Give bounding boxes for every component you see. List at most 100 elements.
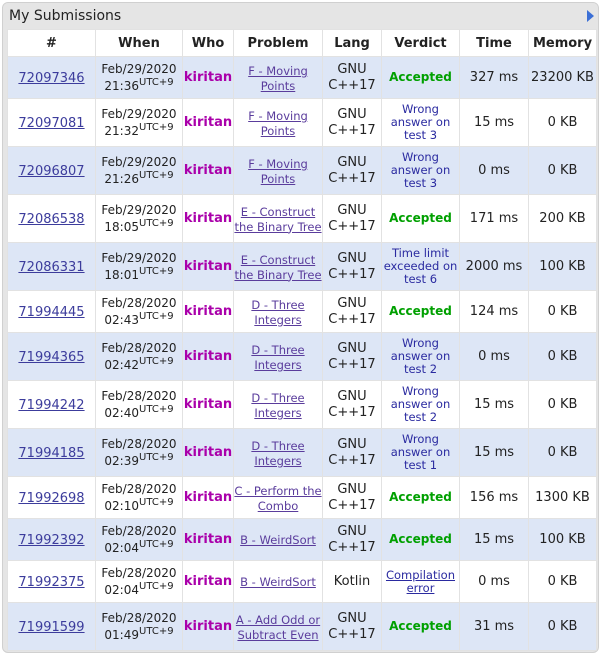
author-handle[interactable]: kiritan [183,70,233,85]
verdict-cell: Compilation error [381,560,460,603]
submission-id-link[interactable]: 71994242 [18,397,85,413]
author-handle[interactable]: kiritan [183,574,233,589]
author-handle[interactable]: kiritan [183,211,233,226]
panel-title: My Submissions [9,8,122,24]
runtime-cell: 327 ms [459,56,529,99]
who-cell: kiritan [182,290,234,333]
submission-id-link[interactable]: 72086331 [18,259,85,275]
timezone-label: UTC+9 [139,265,174,277]
runtime-cell: 0 ms [459,560,529,603]
submission-date: Feb/29/2020 [101,61,177,76]
timezone-label: UTC+9 [139,451,174,463]
timezone-label: UTC+9 [139,625,174,637]
author-handle[interactable]: kiritan [183,397,233,412]
author-handle[interactable]: kiritan [183,532,233,547]
problem-link[interactable]: B - WeirdSort [240,575,316,589]
language-cell: GNU C++17 [322,194,382,243]
submission-id-link[interactable]: 71994185 [18,445,85,461]
verdict-text: Wrong answer on test 2 [390,336,451,376]
col-header-when[interactable]: When [95,29,183,57]
submission-date: Feb/29/2020 [101,202,177,217]
when-cell: Feb/29/2020 21:26UTC+9 [95,146,183,195]
submission-id-link[interactable]: 72097081 [18,115,85,131]
when-cell: Feb/28/2020 02:10UTC+9 [95,476,183,519]
submission-id-cell: 71994242 [7,380,96,429]
problem-cell: F - Moving Points [233,146,323,195]
verdict-text: Wrong answer on test 1 [390,432,451,472]
problem-cell: B - WeirdSort [233,560,323,603]
author-handle[interactable]: kiritan [183,349,233,364]
verdict-cell: Wrong answer on test 1 [381,428,460,477]
runtime-cell: 15 ms [459,380,529,429]
problem-link[interactable]: F - Moving Points [248,108,308,138]
author-handle[interactable]: kiritan [183,115,233,130]
author-handle[interactable]: kiritan [183,163,233,178]
language-cell: GNU C++17 [322,332,382,381]
problem-link[interactable]: D - Three Integers [251,390,305,420]
verdict-text: Accepted [389,490,452,504]
col-header-problem[interactable]: Problem [233,29,323,57]
submission-id-link[interactable]: 71991599 [18,619,85,635]
submission-id-link[interactable]: 72097346 [18,70,85,86]
col-header-memory[interactable]: Memory [528,29,597,57]
timezone-label: UTC+9 [139,121,174,133]
author-handle[interactable]: kiritan [183,445,233,460]
author-handle[interactable]: kiritan [183,619,233,634]
verdict-cell: Wrong answer on test 2 [381,332,460,381]
runtime-cell: 15 ms [459,518,529,561]
submission-id-link[interactable]: 72086538 [18,211,85,227]
problem-link[interactable]: D - Three Integers [251,438,305,468]
submission-id-cell: 71994445 [7,290,96,333]
submission-time: 02:40 [104,405,139,420]
problem-link[interactable]: D - Three Integers [251,342,305,372]
problem-link[interactable]: F - Moving Points [248,63,308,93]
timezone-label: UTC+9 [139,217,174,229]
verdict-cell: Accepted [381,476,460,519]
col-header-who[interactable]: Who [182,29,234,57]
problem-link[interactable]: E - Construct the Binary Tree [234,252,322,282]
table-header-row: # When Who Problem Lang Verdict Time Mem… [7,29,597,57]
author-handle[interactable]: kiritan [183,259,233,274]
problem-link[interactable]: C - Perform the Combo [234,483,322,513]
verdict-link[interactable]: Compilation error [385,567,456,595]
table-row: 71992392 Feb/28/2020 02:04UTC+9 kiritan B… [7,518,597,561]
verdict-text: Accepted [389,532,452,546]
problem-link[interactable]: E - Construct the Binary Tree [234,204,322,234]
table-row: 71991599 Feb/28/2020 01:49UTC+9 kiritan A… [7,602,597,651]
memory-cell: 0 KB [528,332,597,381]
problem-link[interactable]: F - Moving Points [248,156,308,186]
table-row: 71994185 Feb/28/2020 02:39UTC+9 kiritan D… [7,428,597,477]
when-cell: Feb/29/2020 18:05UTC+9 [95,194,183,243]
col-header-time[interactable]: Time [459,29,529,57]
submission-id-link[interactable]: 71992698 [18,490,85,506]
submission-id-link[interactable]: 71994445 [18,304,85,320]
submission-id-link[interactable]: 72096807 [18,163,85,179]
submission-id-link[interactable]: 71992375 [18,574,85,590]
table-row: 71994365 Feb/28/2020 02:42UTC+9 kiritan D… [7,332,597,381]
when-cell: Feb/29/2020 18:01UTC+9 [95,242,183,291]
submission-id-link[interactable]: 71992392 [18,532,85,548]
submission-date: Feb/28/2020 [101,481,177,496]
language-cell: GNU C++17 [322,602,382,651]
memory-cell: 0 KB [528,290,597,333]
verdict-text: Accepted [389,70,452,84]
problem-link[interactable]: D - Three Integers [251,297,305,327]
timezone-label: UTC+9 [139,169,174,181]
timezone-label: UTC+9 [139,496,174,508]
problem-link[interactable]: B - WeirdSort [240,533,316,547]
timezone-label: UTC+9 [139,538,174,550]
verdict-cell: Accepted [381,194,460,243]
col-header-lang[interactable]: Lang [322,29,382,57]
runtime-cell: 0 ms [459,146,529,195]
author-handle[interactable]: kiritan [183,304,233,319]
problem-link[interactable]: A - Add Odd or Subtract Even [235,612,321,642]
runtime-cell: 15 ms [459,428,529,477]
when-cell: Feb/29/2020 21:36UTC+9 [95,56,183,99]
expand-arrow-icon[interactable] [587,10,594,22]
col-header-id[interactable]: # [7,29,96,57]
col-header-verdict[interactable]: Verdict [381,29,460,57]
submission-id-link[interactable]: 71994365 [18,349,85,365]
table-row: 71992375 Feb/28/2020 02:04UTC+9 kiritan B… [7,560,597,603]
author-handle[interactable]: kiritan [183,490,233,505]
submission-date: Feb/28/2020 [101,523,177,538]
